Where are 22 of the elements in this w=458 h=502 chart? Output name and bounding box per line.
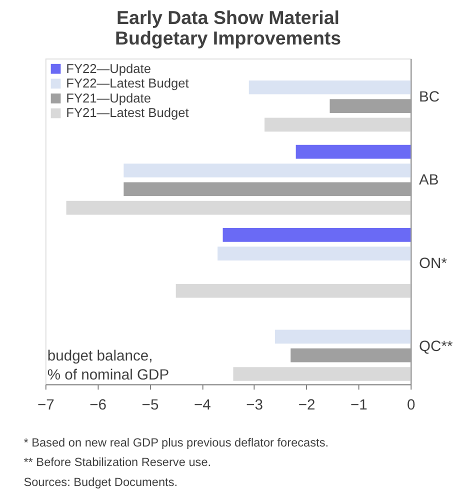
x-tick-label: −3 <box>246 397 264 414</box>
x-tick-label: −6 <box>90 397 107 414</box>
y-tick-label: AB <box>419 172 439 189</box>
legend-label: FY21—Latest Budget <box>66 105 190 120</box>
y-tick-label: ON* <box>419 256 448 272</box>
source-note: Sources: Budget Documents. <box>24 474 178 489</box>
text: Early Data Show Material <box>116 6 340 28</box>
y-tick-label: BC <box>419 90 440 106</box>
text: ** Before Stabilization Reserve use. <box>24 455 212 470</box>
x-tick-label: −7 <box>37 397 54 414</box>
legend-label: FY22—Latest Budget <box>66 76 190 91</box>
legend-label: FY22—Update <box>66 60 151 76</box>
x-tick-label: −1 <box>350 397 368 414</box>
x-axis-title: budget balance, % of nominal GDP <box>47 348 170 384</box>
text: * Based on new real GDP plus previous deflator forecasts. <box>24 435 329 450</box>
x-tick-label: −5 <box>142 397 159 414</box>
legend-label: FY21—Update <box>66 90 151 106</box>
text: Budgetary Improvements <box>114 28 342 49</box>
x-tick-label: −2 <box>298 397 316 414</box>
y-tick-label: QC** <box>419 338 453 355</box>
x-tick-label: −4 <box>194 397 211 414</box>
x-tick-label: 0 <box>406 397 416 414</box>
